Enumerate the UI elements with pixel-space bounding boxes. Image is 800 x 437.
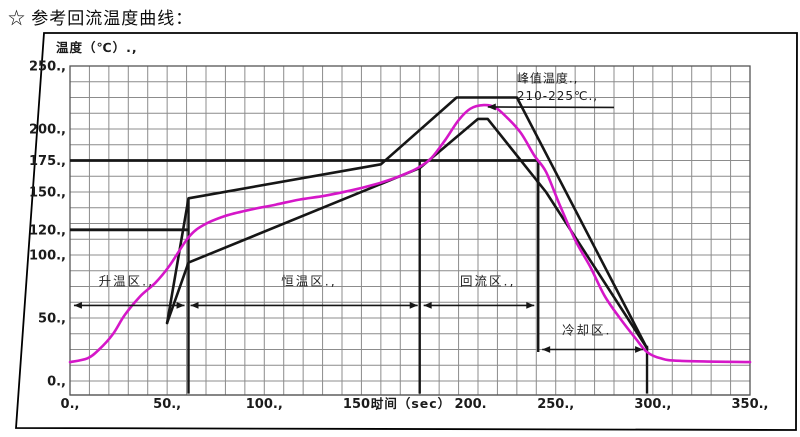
x-tick-label: 250., [537,397,574,412]
y-tick-label: 175., [29,154,66,169]
zone-label-3: 冷却区. [562,323,611,338]
y-tick-label: 150., [29,186,66,201]
peak-leader-head-icon [487,103,496,111]
y-tick-label: 200., [29,123,66,138]
x-tick-label: 100., [246,397,283,412]
upper-limit-boundary [165,96,649,350]
y-tick-label: 100., [29,249,66,264]
peak-annotation-line1: 峰值温度., [517,71,579,86]
y-tick-label: 50., [38,312,66,327]
lower-limit-boundary [165,117,649,350]
reflow-profile-curve [68,103,752,364]
zone-arrow-1-head-icon [409,302,418,309]
figure-frame [15,32,798,431]
zone-arrow-2-head-icon [423,302,432,309]
x-tick-label: 350., [731,397,768,412]
y-tick-label: 0., [47,375,66,390]
zone-label-1: 恒温区., [281,273,336,288]
zone-arrow-2-head-icon [526,302,535,309]
x-tick-label: 50., [153,397,181,412]
x-tick-label: 200. [455,397,487,412]
zone-arrow-3-head-icon [635,346,644,353]
zone-arrow-3-head-icon [542,346,551,353]
x-tick-label: 0., [61,397,80,412]
zone-label-0: 升温区., [99,273,154,288]
peak-leader-line [487,106,615,109]
zone-label-2: 回流区., [460,273,515,288]
y-tick-label: 120., [29,223,66,238]
y-axis-title: 温度（℃）., [56,40,138,55]
x-tick-label: 150., [343,397,380,412]
zone-arrow-0-head-icon [176,302,185,309]
zone-arrow-1-head-icon [190,302,199,309]
zone-arrow-0-head-icon [73,302,82,309]
x-tick-label: 300., [634,397,671,412]
x-axis-title: 时间（sec） [371,396,451,411]
y-tick-label: 250., [29,60,66,75]
peak-annotation-line2: 210-225℃., [517,89,598,103]
page-title: ☆ 参考回流温度曲线： [8,9,194,28]
